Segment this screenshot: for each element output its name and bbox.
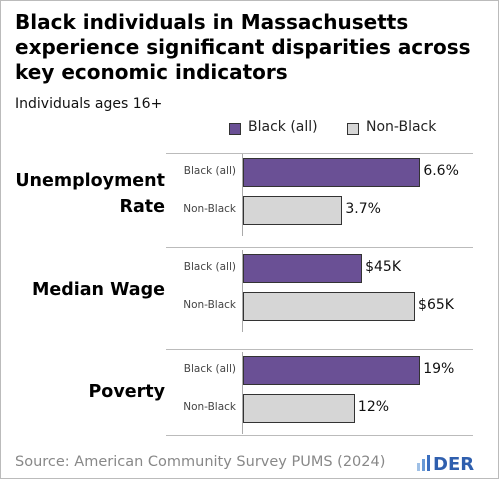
category-label: Non-Black <box>183 401 236 413</box>
axis-line <box>242 250 243 332</box>
subtitle: Individuals ages 16+ <box>15 96 163 112</box>
bar <box>243 356 421 385</box>
legend-swatch <box>347 123 359 135</box>
value-label: 19% <box>423 361 455 377</box>
bar <box>243 254 363 283</box>
axis-line <box>242 154 243 236</box>
value-label: 6.6% <box>423 163 459 179</box>
separator <box>166 349 473 350</box>
bar <box>243 292 416 321</box>
logo-text: DER <box>433 454 474 475</box>
panel-title: Unemployment Rate <box>15 171 165 217</box>
logo: DER <box>417 454 474 475</box>
bar <box>243 158 421 187</box>
separator <box>166 435 473 436</box>
bar <box>243 196 343 225</box>
legend-swatch <box>229 123 241 135</box>
separator <box>166 153 473 154</box>
category-label: Non-Black <box>183 203 236 215</box>
bar <box>243 394 355 423</box>
value-label: $65K <box>418 297 454 313</box>
legend-label: Non-Black <box>366 119 437 135</box>
legend-label: Black (all) <box>248 119 318 135</box>
value-label: $45K <box>365 259 402 275</box>
value-label: 3.7% <box>345 201 381 217</box>
separator <box>166 247 473 248</box>
axis-line <box>242 352 243 434</box>
category-label: Black (all) <box>183 363 236 375</box>
source: Source: American Community Survey PUMS (… <box>15 454 386 470</box>
panel-title: Poverty <box>88 382 165 402</box>
panel-title: Median Wage <box>31 280 165 300</box>
category-label: Black (all) <box>183 165 236 177</box>
category-label: Non-Black <box>183 299 236 311</box>
chart-title: Black individuals in Massachusetts exper… <box>15 10 471 84</box>
value-label: 12% <box>357 399 390 415</box>
category-label: Black (all) <box>183 261 236 273</box>
